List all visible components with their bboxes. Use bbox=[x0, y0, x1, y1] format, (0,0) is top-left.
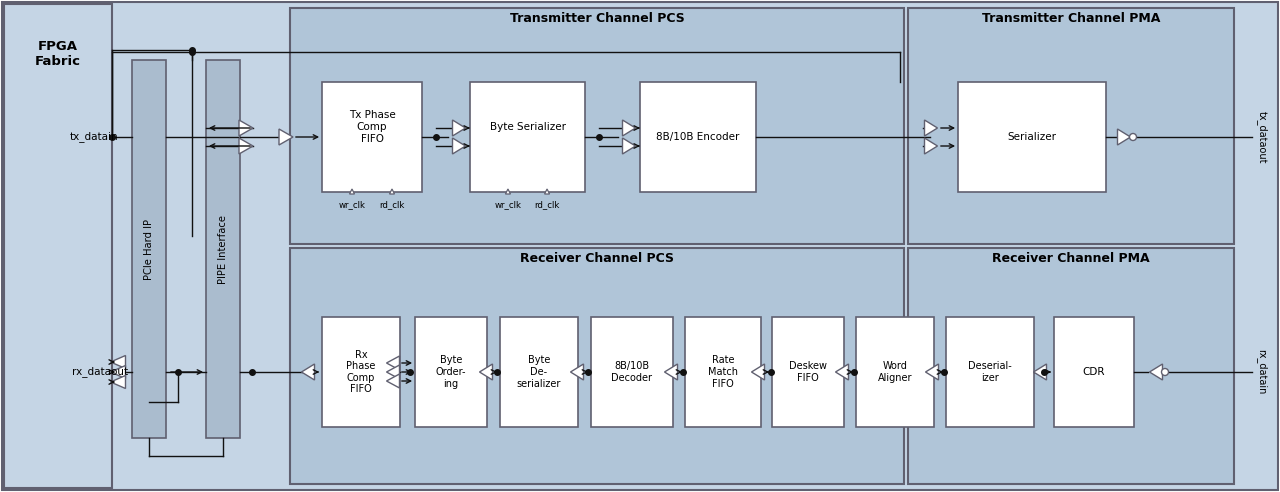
FancyBboxPatch shape bbox=[500, 317, 579, 427]
Polygon shape bbox=[387, 365, 399, 379]
Polygon shape bbox=[387, 356, 399, 370]
Text: wr_clk: wr_clk bbox=[494, 201, 521, 210]
Text: Transmitter Channel PMA: Transmitter Channel PMA bbox=[982, 12, 1160, 26]
Polygon shape bbox=[110, 356, 125, 369]
Text: Rx
Phase
Comp
FIFO: Rx Phase Comp FIFO bbox=[347, 350, 376, 395]
Text: rd_clk: rd_clk bbox=[534, 201, 559, 210]
FancyBboxPatch shape bbox=[4, 4, 113, 488]
Text: rd_clk: rd_clk bbox=[379, 201, 404, 210]
Polygon shape bbox=[453, 120, 466, 136]
Text: Byte
Order-
ing: Byte Order- ing bbox=[435, 355, 466, 389]
Polygon shape bbox=[349, 189, 355, 194]
Polygon shape bbox=[239, 120, 253, 136]
Polygon shape bbox=[836, 364, 849, 380]
Text: Receiver Channel PMA: Receiver Channel PMA bbox=[992, 252, 1149, 266]
Text: Receiver Channel PCS: Receiver Channel PCS bbox=[520, 252, 675, 266]
Text: Byte Serializer: Byte Serializer bbox=[489, 122, 566, 132]
Polygon shape bbox=[924, 138, 937, 154]
FancyBboxPatch shape bbox=[291, 8, 904, 244]
Polygon shape bbox=[239, 138, 253, 154]
Polygon shape bbox=[622, 138, 635, 154]
Text: Transmitter Channel PCS: Transmitter Channel PCS bbox=[509, 12, 685, 26]
Text: wr_clk: wr_clk bbox=[338, 201, 366, 210]
Polygon shape bbox=[1033, 364, 1047, 380]
Text: rx_datain: rx_datain bbox=[1257, 349, 1267, 395]
Polygon shape bbox=[925, 364, 938, 380]
Polygon shape bbox=[110, 366, 125, 378]
Polygon shape bbox=[110, 375, 125, 389]
Text: Word
Aligner: Word Aligner bbox=[878, 361, 913, 383]
FancyBboxPatch shape bbox=[908, 8, 1234, 244]
FancyBboxPatch shape bbox=[3, 2, 1277, 490]
FancyBboxPatch shape bbox=[685, 317, 762, 427]
Polygon shape bbox=[279, 129, 293, 145]
Text: tx_dataout: tx_dataout bbox=[1257, 111, 1267, 163]
FancyBboxPatch shape bbox=[856, 317, 934, 427]
FancyBboxPatch shape bbox=[132, 60, 166, 438]
FancyBboxPatch shape bbox=[957, 82, 1106, 192]
Polygon shape bbox=[389, 189, 394, 194]
Polygon shape bbox=[480, 364, 493, 380]
FancyBboxPatch shape bbox=[323, 317, 399, 427]
FancyBboxPatch shape bbox=[946, 317, 1034, 427]
Polygon shape bbox=[453, 138, 466, 154]
Text: CDR: CDR bbox=[1083, 367, 1105, 377]
FancyBboxPatch shape bbox=[323, 82, 422, 192]
Text: Rate
Match
FIFO: Rate Match FIFO bbox=[708, 355, 739, 389]
Text: PIPE Interface: PIPE Interface bbox=[218, 215, 228, 283]
FancyBboxPatch shape bbox=[591, 317, 673, 427]
Text: tx_datain: tx_datain bbox=[70, 131, 119, 143]
Text: Byte
De-
serializer: Byte De- serializer bbox=[517, 355, 561, 389]
Text: Deserial-
izer: Deserial- izer bbox=[968, 361, 1012, 383]
Polygon shape bbox=[544, 189, 549, 194]
Polygon shape bbox=[506, 189, 511, 194]
Polygon shape bbox=[387, 374, 399, 388]
Text: Tx Phase
Comp
FIFO: Tx Phase Comp FIFO bbox=[348, 110, 396, 144]
Polygon shape bbox=[751, 364, 764, 380]
Text: Deskew
FIFO: Deskew FIFO bbox=[788, 361, 827, 383]
FancyBboxPatch shape bbox=[772, 317, 844, 427]
FancyBboxPatch shape bbox=[640, 82, 756, 192]
Text: 8B/10B
Decoder: 8B/10B Decoder bbox=[612, 361, 653, 383]
Polygon shape bbox=[1117, 129, 1130, 145]
FancyBboxPatch shape bbox=[206, 60, 241, 438]
Text: rx_dataout: rx_dataout bbox=[72, 367, 128, 377]
Polygon shape bbox=[571, 364, 584, 380]
FancyBboxPatch shape bbox=[908, 248, 1234, 484]
FancyBboxPatch shape bbox=[470, 82, 585, 192]
Text: 8B/10B Encoder: 8B/10B Encoder bbox=[657, 132, 740, 142]
Circle shape bbox=[1129, 133, 1137, 141]
Polygon shape bbox=[622, 120, 635, 136]
FancyBboxPatch shape bbox=[291, 248, 904, 484]
Polygon shape bbox=[924, 120, 937, 136]
Polygon shape bbox=[1149, 364, 1162, 380]
FancyBboxPatch shape bbox=[415, 317, 486, 427]
Text: FPGA
Fabric: FPGA Fabric bbox=[35, 40, 81, 68]
Polygon shape bbox=[302, 364, 315, 380]
FancyBboxPatch shape bbox=[1053, 317, 1134, 427]
Polygon shape bbox=[664, 364, 677, 380]
Circle shape bbox=[1161, 369, 1169, 375]
Text: Serializer: Serializer bbox=[1007, 132, 1056, 142]
Text: PCIe Hard IP: PCIe Hard IP bbox=[143, 218, 154, 279]
